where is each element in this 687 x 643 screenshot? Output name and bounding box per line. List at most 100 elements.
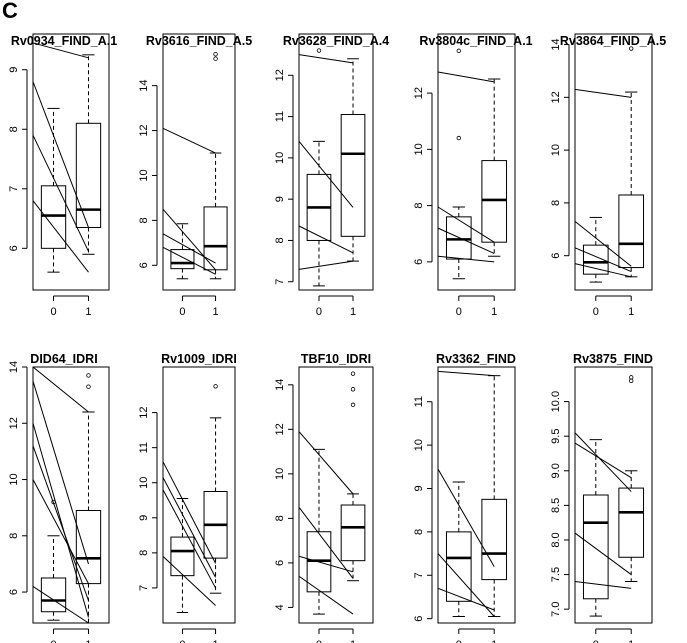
- paired-line: [574, 432, 632, 492]
- box-iqr: [582, 244, 609, 275]
- box-iqr: [75, 122, 102, 228]
- y-tick-label: 12: [413, 87, 425, 99]
- outlier-point: [350, 387, 356, 392]
- x-tick-label: 1: [491, 306, 497, 318]
- box-iqr: [618, 487, 645, 558]
- y-tick-label: 12: [138, 406, 150, 418]
- y-tick-label: 11: [413, 396, 425, 407]
- y-tick-label: 10.0: [550, 391, 562, 412]
- x-tick-label: 0: [456, 639, 462, 643]
- paired-line: [298, 260, 354, 270]
- x-tick-label: 0: [50, 639, 56, 643]
- box-1: [340, 58, 366, 262]
- y-tick-label: 10: [413, 143, 425, 155]
- chart-panel: Rv3616_FIND_A.5 6 8 10 12 14 0 1: [138, 33, 252, 318]
- y-tick-label: 8: [8, 533, 20, 539]
- outlier-point: [350, 402, 356, 408]
- box-iqr: [481, 498, 508, 581]
- paired-line: [437, 206, 495, 243]
- outlier-point: [629, 46, 634, 51]
- y-tick-label: 7.5: [550, 567, 562, 582]
- y-tick-label: 8.0: [550, 532, 562, 547]
- chart-panel: Rv3804c_FIND_A.1 6 8 10 12 0 1: [413, 33, 533, 318]
- paired-line: [574, 88, 632, 98]
- y-tick-label: 11: [138, 442, 150, 453]
- outlier-point: [86, 373, 91, 378]
- y-tick-label: 8.5: [550, 498, 562, 513]
- chart-title: Rv3628_FIND_A.4: [283, 34, 389, 48]
- y-tick-label: 7.0: [550, 602, 562, 617]
- box-0: [306, 448, 332, 615]
- paired-line: [437, 71, 495, 83]
- x-tick-label: 1: [85, 639, 91, 643]
- paired-line: [298, 225, 354, 254]
- y-tick-label: 8: [413, 529, 425, 535]
- box-iqr: [75, 509, 102, 585]
- y-tick-label: 9.0: [550, 463, 562, 478]
- box-iqr: [340, 114, 366, 237]
- plot-frame: [32, 33, 110, 291]
- chart-title: DID64_IDRI: [30, 352, 97, 366]
- y-tick-label: 9: [274, 196, 286, 202]
- box-iqr: [340, 504, 366, 562]
- paired-line: [162, 127, 216, 154]
- paired-line: [437, 587, 495, 611]
- x-tick-label: 0: [179, 639, 185, 643]
- chart-panel: Rv3628_FIND_A.4 7 8 9 10 11 12 0 1: [274, 33, 389, 318]
- y-tick-label: 14: [550, 38, 562, 50]
- x-tick-label: 0: [179, 306, 185, 318]
- x-tick-label: 0: [50, 306, 56, 318]
- y-tick-label: 12: [274, 69, 286, 81]
- box-1: [340, 371, 366, 582]
- outlier-point: [456, 135, 461, 141]
- paired-line: [437, 227, 495, 254]
- paired-line: [32, 586, 89, 624]
- y-tick-label: 4: [274, 604, 286, 610]
- box-1: [203, 52, 228, 280]
- y-tick-label: 12: [138, 124, 150, 136]
- plot-frame: [298, 366, 374, 624]
- paired-line: [162, 477, 217, 578]
- y-tick-label: 8: [138, 217, 150, 223]
- box-iqr: [203, 206, 228, 271]
- chart-panel: Rv3362_FIND 6 7 8 9 10 11 0 1: [413, 352, 516, 643]
- chart-panel: Rv3864_FIND_A.5 6 8 10 12 14 0 1: [550, 33, 666, 318]
- chart-title: Rv0934_FIND_A.1: [11, 34, 117, 48]
- y-tick-label: 6: [274, 560, 286, 566]
- y-tick-label: 7: [8, 186, 20, 192]
- y-tick-label: 6: [413, 259, 425, 265]
- box-iqr: [445, 216, 472, 260]
- x-tick-label: 1: [628, 639, 634, 643]
- y-tick-label: 10: [274, 468, 286, 480]
- outlier-point: [213, 52, 218, 57]
- y-tick-label: 10: [550, 144, 562, 156]
- x-tick-label: 1: [628, 306, 634, 318]
- y-tick-label: 6: [8, 589, 20, 595]
- chart-title: Rv3864_FIND_A.5: [560, 34, 666, 48]
- y-tick-label: 9: [138, 515, 150, 521]
- paired-line: [162, 461, 217, 564]
- outlier-point: [456, 48, 461, 54]
- y-tick-label: 8: [413, 203, 425, 209]
- y-tick-label: 10: [138, 477, 150, 489]
- paired-line: [32, 380, 89, 565]
- chart-panel: Rv0934_FIND_A.1 6 7 8 9 0 1: [8, 33, 117, 318]
- box-1: [481, 78, 508, 257]
- paired-line: [298, 54, 354, 64]
- outlier-point: [213, 56, 218, 61]
- plot-frame: [162, 33, 236, 291]
- y-tick-label: 14: [138, 80, 150, 92]
- y-tick-label: 9: [8, 67, 20, 73]
- box-iqr: [170, 249, 195, 270]
- x-tick-label: 0: [593, 639, 599, 643]
- plot-frame: [574, 33, 653, 291]
- y-tick-label: 12: [274, 423, 286, 435]
- paired-line: [437, 370, 495, 377]
- paired-line: [574, 580, 632, 589]
- paired-line: [298, 555, 354, 573]
- y-tick-label: 7: [138, 585, 150, 591]
- box-0: [40, 499, 67, 621]
- x-tick-label: 1: [350, 639, 356, 643]
- paired-line: [32, 445, 89, 601]
- paired-line: [162, 208, 216, 271]
